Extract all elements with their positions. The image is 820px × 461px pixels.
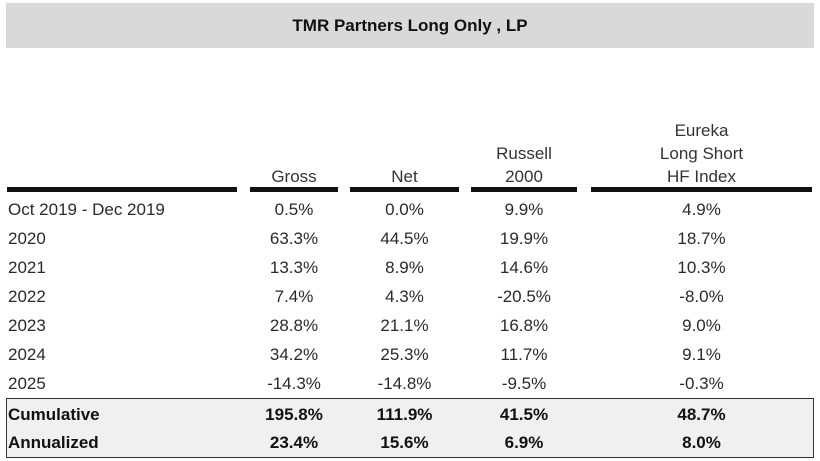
cell-eureka: 10.3% [677, 258, 726, 277]
cell-net: 44.5% [380, 229, 429, 248]
table-row: 2025 -14.3% -14.8% -9.5% -0.3% [0, 369, 820, 398]
cell-russell: 11.7% [500, 345, 548, 364]
header-eureka-line3: HF Index [667, 167, 736, 186]
cell-gross: 7.4% [274, 287, 314, 306]
cell-net: 8.9% [385, 258, 424, 277]
table-row: 2024 34.2% 25.3% 11.7% 9.1% [0, 340, 820, 369]
row-period: 2021 [8, 258, 46, 277]
cell-gross: -14.3% [267, 374, 321, 393]
cell-eureka: -8.0% [679, 287, 724, 306]
header-russell: Russell 2000 [471, 142, 577, 188]
cell-gross: 13.3% [269, 258, 319, 277]
cell-russell: -20.5% [497, 287, 551, 306]
cell-gross: 34.2% [269, 345, 319, 364]
cell-russell: 19.9% [499, 229, 549, 248]
cell-russell: 16.8% [499, 316, 549, 335]
title-bar: TMR Partners Long Only , LP [6, 3, 814, 48]
cell-net: -14.8% [377, 374, 432, 393]
cell-gross: 63.3% [269, 229, 319, 248]
cell-net: 111.9% [376, 405, 433, 424]
rule-eureka [591, 187, 812, 192]
cell-russell: 6.9% [504, 433, 544, 452]
table-row: 2020 63.3% 44.5% 19.9% 18.7% [0, 224, 820, 253]
cell-russell: 9.9% [504, 200, 544, 219]
cell-net: 25.3% [380, 345, 429, 364]
table-row: 2023 28.8% 21.1% 16.8% 9.0% [0, 311, 820, 340]
summary-box [6, 398, 814, 458]
row-period: 2025 [8, 374, 46, 393]
cell-eureka: 48.7% [677, 405, 726, 424]
row-period: 2020 [8, 229, 46, 248]
cell-net: 0.0% [385, 200, 424, 219]
cell-gross: 28.8% [269, 316, 319, 335]
table-row: 2021 13.3% 8.9% 14.6% 10.3% [0, 253, 820, 282]
cell-eureka: 9.1% [682, 345, 721, 364]
cell-eureka: 18.7% [677, 229, 726, 248]
row-period: Cumulative [8, 405, 100, 424]
header-eureka: Eureka Long Short HF Index [591, 119, 812, 188]
row-period: Oct 2019 - Dec 2019 [8, 200, 165, 219]
page-title: TMR Partners Long Only , LP [292, 15, 528, 35]
cell-net: 4.3% [385, 287, 424, 306]
cell-net: 15.6% [380, 433, 429, 452]
header-russell-line2: 2000 [505, 167, 543, 186]
cell-russell: -9.5% [501, 374, 547, 393]
cell-eureka: 9.0% [682, 316, 721, 335]
header-net: Net [350, 165, 459, 188]
cell-eureka: 8.0% [682, 433, 721, 452]
row-period: 2023 [8, 316, 46, 335]
table-row: Oct 2019 - Dec 2019 0.5% 0.0% 9.9% 4.9% [0, 195, 820, 224]
table-row: 2022 7.4% 4.3% -20.5% -8.0% [0, 282, 820, 311]
cell-eureka: 4.9% [682, 200, 721, 219]
row-period: 2024 [8, 345, 46, 364]
row-period: 2022 [8, 287, 46, 306]
rule-russell [471, 187, 577, 192]
cell-gross: 23.4% [269, 433, 319, 452]
row-period: Annualized [8, 433, 99, 452]
rule-period [7, 187, 237, 192]
summary-row-annualized: Annualized 23.4% 15.6% 6.9% 8.0% [0, 428, 820, 457]
cell-gross: 0.5% [274, 200, 314, 219]
header-eureka-line1: Eureka [674, 121, 729, 140]
header-gross: Gross [250, 165, 338, 188]
cell-eureka: -0.3% [679, 374, 724, 393]
header-eureka-line2: Long Short [659, 144, 744, 163]
cell-gross: 195.8% [265, 405, 323, 424]
rule-gross [250, 187, 338, 192]
header-net-label: Net [391, 167, 418, 186]
summary-row-cumulative: Cumulative 195.8% 111.9% 41.5% 48.7% [0, 400, 820, 429]
cell-net: 21.1% [380, 316, 429, 335]
header-gross-label: Gross [271, 167, 317, 186]
cell-russell: 14.6% [499, 258, 549, 277]
header-russell-line1: Russell [496, 144, 552, 163]
rule-net [350, 187, 459, 192]
cell-russell: 41.5% [499, 405, 549, 424]
